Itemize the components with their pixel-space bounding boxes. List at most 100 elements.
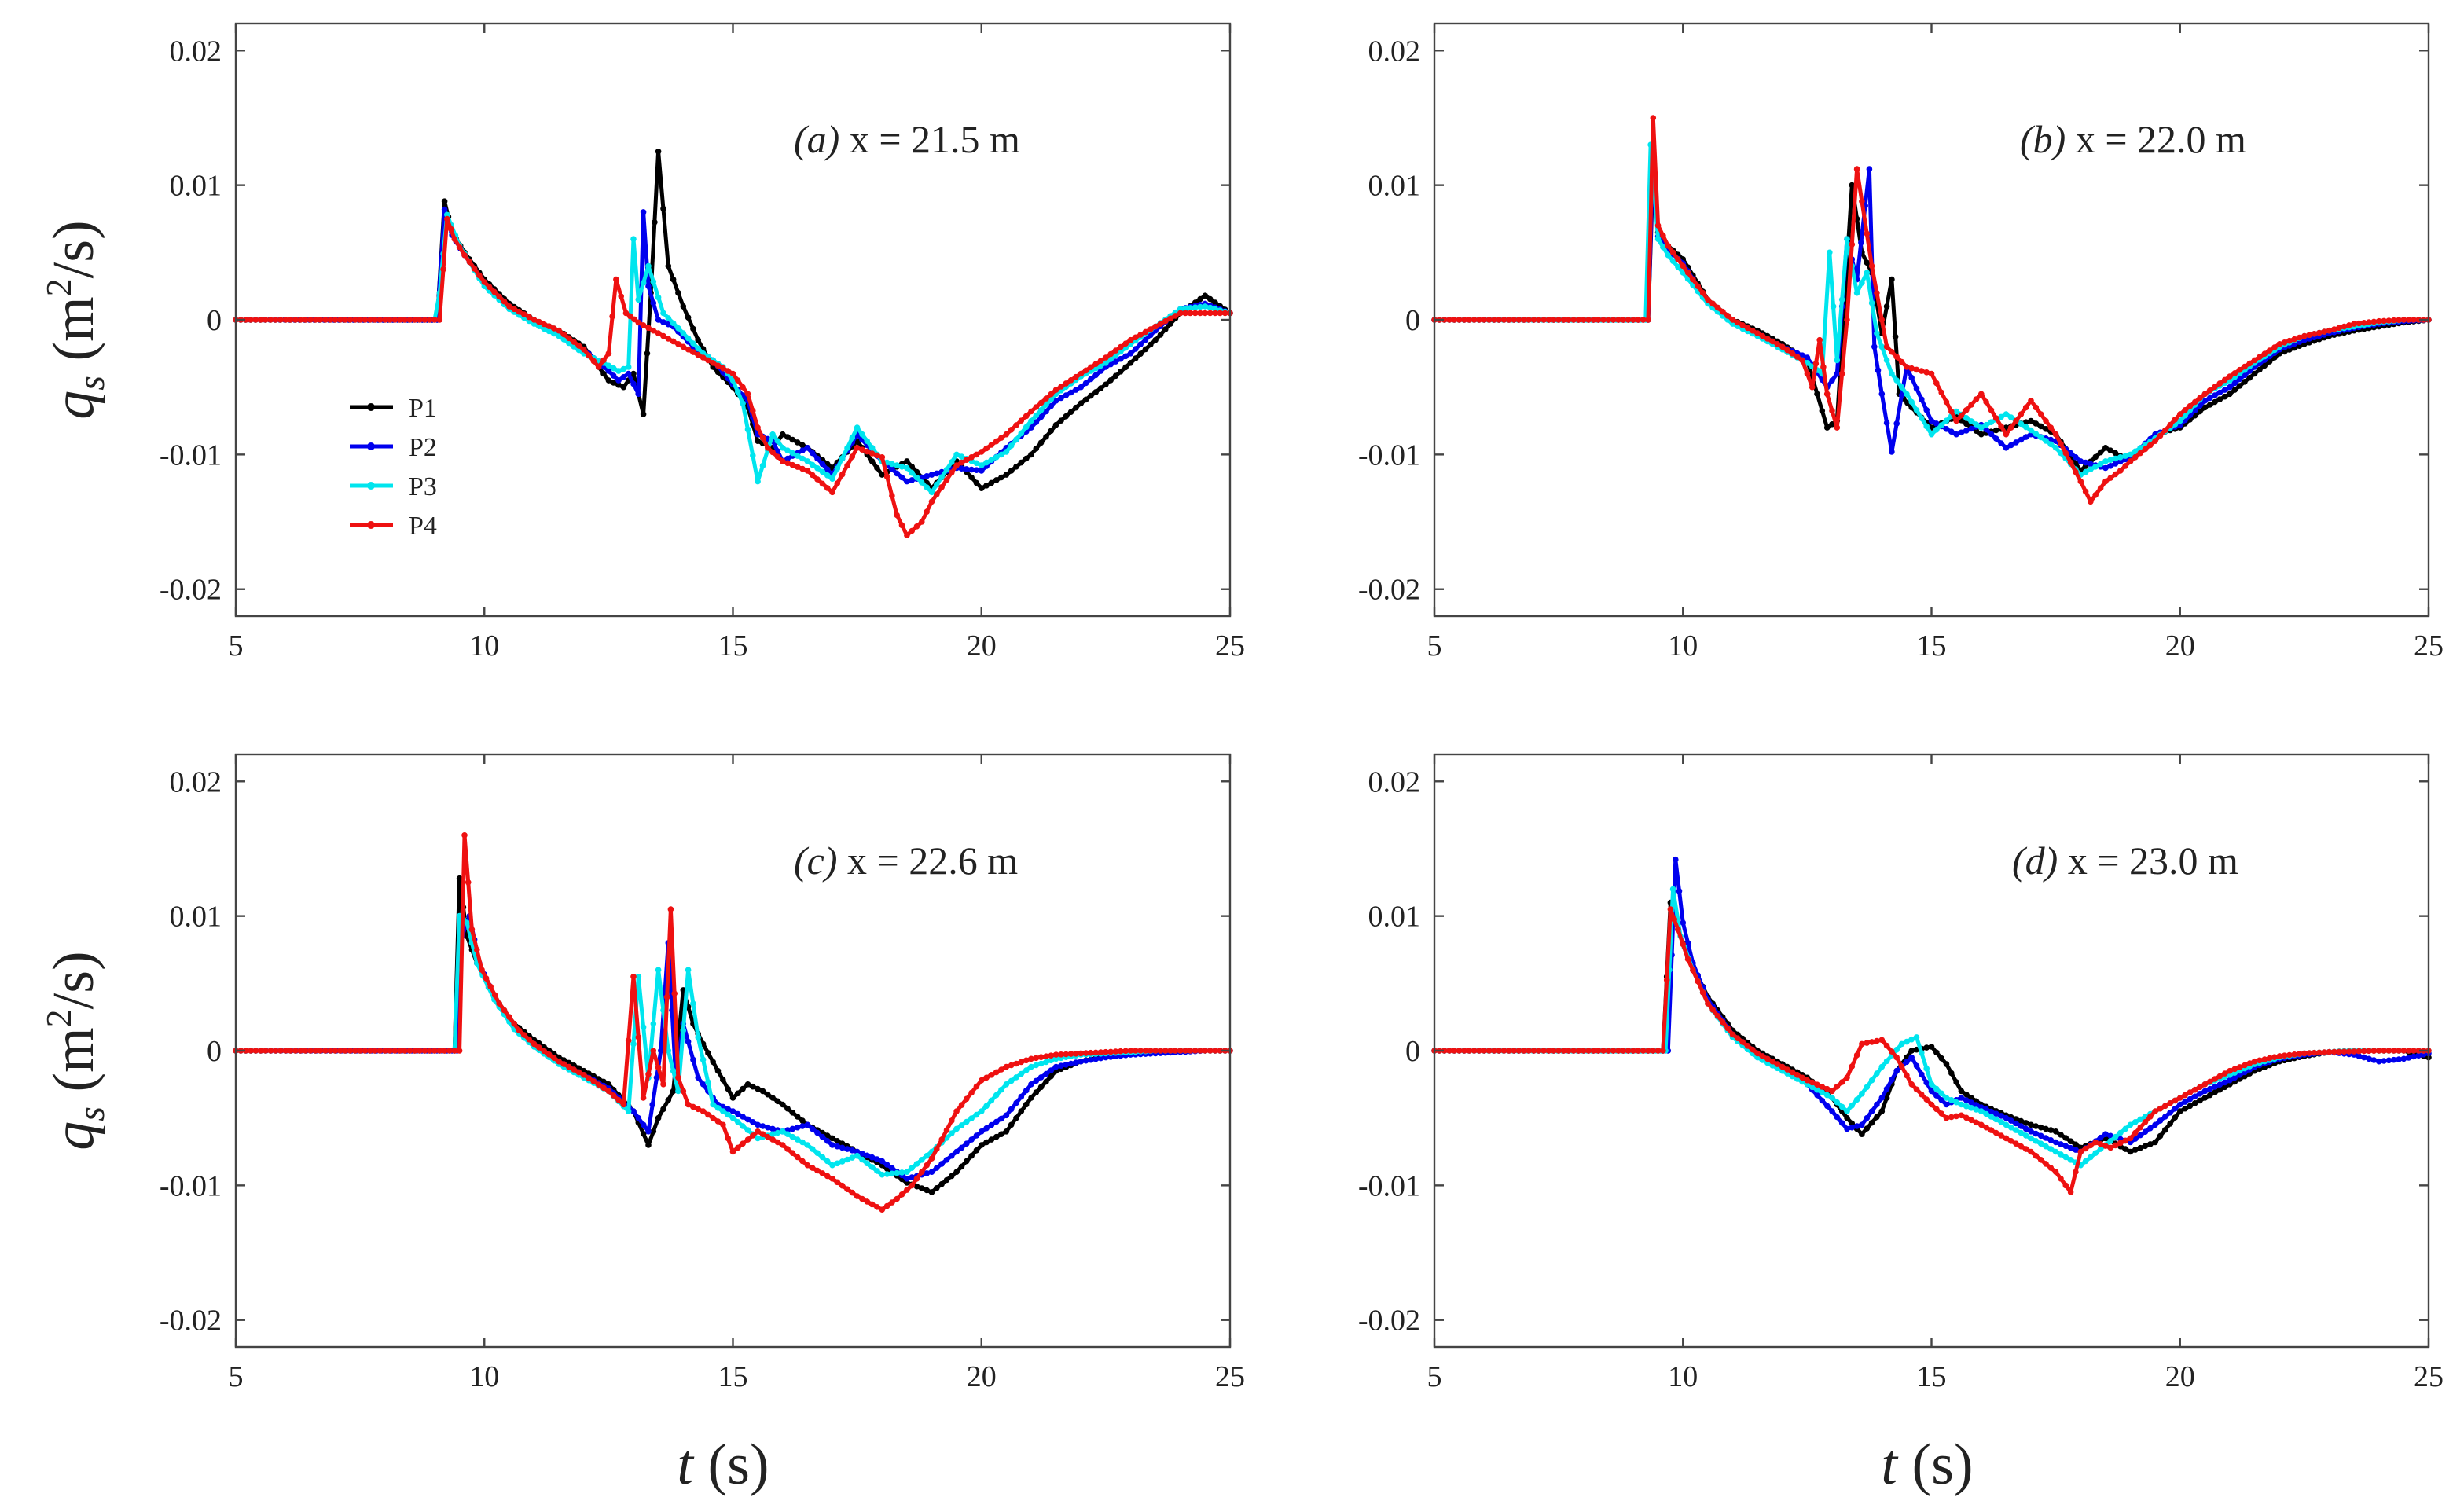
panel-c-point-p4 [501,1007,508,1014]
panel-a-point-p4 [332,317,339,323]
panel-a-point-p4 [685,346,692,353]
panel-d-point-p4 [1829,1088,1835,1095]
panel-b-point-p4 [1515,317,1522,323]
panel-d-point-p1 [2018,1117,2025,1125]
panel-b-point-p4 [2112,471,2119,478]
panel-c-point-p4 [496,1000,502,1007]
panel-d-point-p3 [2052,1148,2059,1155]
panel-a-point-p1 [670,276,677,283]
panel-a-point-p4 [406,317,413,323]
panel-a-point-p4 [613,276,619,283]
panel-d-point-p4 [1506,1048,1512,1054]
panel-d-point-p2 [1874,1101,1880,1108]
panel-c-point-p4 [362,1048,369,1054]
panel-c-point-p2 [740,1114,746,1120]
panel-a-point-p4 [714,362,722,369]
panel-a-point-p4 [372,317,378,323]
panel-b-point-p2 [1913,385,1920,392]
panel-d-xtick-label: 5 [1427,1360,1442,1393]
panel-b-point-p4 [2361,320,2367,326]
panel-c-point-p4 [263,1048,269,1054]
panel-c-point-p4 [446,1048,453,1054]
panel-a-point-p4 [755,424,761,431]
panel-c-point-p4 [998,1066,1004,1073]
panel-b-point-p1 [2037,423,2044,430]
panel-c-point-p3 [740,1123,746,1129]
panel-c-point-p4 [705,1111,711,1118]
panel-d-point-p2 [1676,888,1683,894]
panel-b-point-p4 [2390,317,2397,324]
panel-a-point-p3 [868,445,876,451]
panel-d-point-p2 [1819,1097,1826,1104]
panel-d-point-p1 [2137,1144,2143,1151]
panel-c-point-p1 [934,1185,940,1191]
panel-a-point-p2 [1058,395,1064,402]
panel-a-point-p4 [670,338,677,345]
panel-b-point-p4 [2013,417,2019,424]
panel-a-point-p2 [615,377,622,384]
panel-d-point-p2 [2381,1058,2387,1064]
panel-d-point-p1 [2201,1095,2209,1101]
panel-c-point-p1 [968,1152,975,1159]
panel-a-point-p4 [631,316,637,323]
panel-d-point-p4 [1819,1084,1826,1090]
panel-d-point-p2 [2366,1055,2372,1062]
panel-d-point-p4 [2043,1161,2049,1167]
legend-label-p4: P4 [409,512,437,541]
panel-a-point-p3 [740,400,746,406]
panel-d-point-p1 [2191,1100,2198,1106]
panel-c-point-p4 [560,1061,567,1067]
panel-c-point-p3 [725,1111,731,1118]
panel-a-point-p4 [1107,350,1114,358]
panel-c-point-p4 [814,1167,821,1174]
panel-a-point-p2 [1078,384,1085,391]
panel-c-point-p4 [744,1136,751,1143]
panel-b-point-p4 [2127,458,2134,464]
panel-c-point-p2 [750,1119,756,1125]
panel-d-point-p4 [1635,1048,1642,1054]
panel-a-point-p4 [1177,310,1184,317]
panel-c-point-p3 [735,1119,741,1125]
panel-a-point-p1 [1013,464,1019,470]
panel-b-point-p2 [1866,166,1873,172]
panel-b-point-p2 [1928,417,1935,424]
panel-d-point-p4 [2152,1108,2158,1114]
panel-c-point-p4 [690,1103,696,1110]
panel-b-point-p2 [2206,395,2213,402]
panel-c-point-p2 [1023,1087,1030,1094]
panel-c-point-p3 [710,1101,716,1108]
panel-c-point-p2 [883,1162,890,1168]
panel-b-point-p4 [2037,411,2044,417]
panel-c-point-p4 [357,1048,363,1054]
y-label-bottom-unit: (m [42,1027,106,1106]
panel-c-point-p3 [1023,1067,1030,1073]
panel-a-point-p3 [1043,402,1049,408]
panel-d-point-p3 [2058,1151,2064,1158]
panel-a-point-p4 [444,215,450,222]
panel-a-point-p4 [720,365,726,372]
panel-d-point-p3 [2112,1133,2119,1140]
panel-b-point-p4 [2336,325,2342,332]
panel-a-point-p4 [267,317,274,323]
panel-a-point-p1 [1063,413,1070,420]
panel-c-xtick-label: 5 [229,1360,244,1393]
panel-c-point-p1 [750,1083,756,1090]
panel-b-xtick-label: 25 [2414,629,2444,662]
panel-b-point-p3 [2132,448,2139,455]
panel-a-point-p3 [898,464,905,470]
panel-a-point-p2 [1127,350,1134,357]
panel-b-point-p3 [1998,413,2004,420]
panel-d-point-p1 [2147,1141,2154,1147]
panel-a-point-p3 [630,236,637,243]
legend-label-p1: P1 [409,394,437,423]
panel-a-point-p4 [1157,321,1164,327]
panel-a-point-p1 [1162,326,1169,332]
panel-c-point-p4 [964,1095,970,1103]
panel-a-point-p4 [645,325,652,332]
panel-b-point-p2 [2216,389,2223,396]
panel-a-point-p3 [1187,305,1194,311]
panel-b-point-p2 [2077,458,2084,464]
panel-a-point-p4 [287,317,294,323]
panel-b-point-p4 [1625,317,1632,323]
